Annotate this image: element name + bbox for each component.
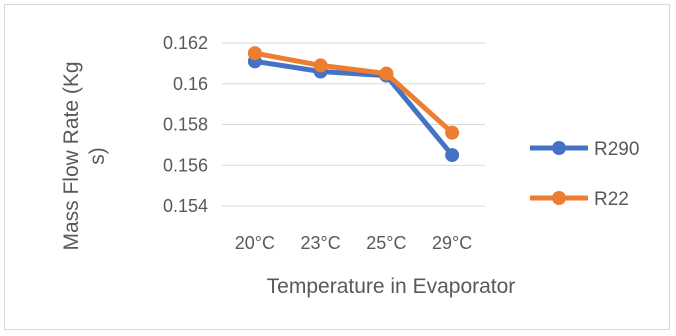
y-axis-title: Mass Flow Rate (Kg s): [60, 61, 109, 250]
y-tick-label: 0.158: [163, 115, 208, 135]
series-r22: [247, 46, 460, 140]
data-point: [379, 66, 394, 81]
legend-swatch-marker: [552, 191, 566, 205]
y-tick-label: 0.156: [163, 155, 208, 175]
y-axis-ticks: 0.154 0.156 0.158 0.16 0.162: [163, 33, 208, 216]
y-tick-label: 0.162: [163, 33, 208, 53]
x-tick-label: 25°C: [366, 233, 406, 253]
legend-item: R290: [530, 139, 639, 160]
gridlines: [222, 42, 485, 207]
legend-label: R290: [594, 139, 639, 160]
legend: R290 R22: [530, 139, 639, 210]
legend-swatch-marker: [552, 141, 566, 155]
y-axis-title-line-1: Mass Flow Rate (Kg: [60, 61, 83, 250]
y-axis-title-line-2: s): [86, 147, 109, 165]
x-tick-label: 29°C: [432, 233, 472, 253]
y-tick-label: 0.16: [173, 74, 208, 94]
data-point: [445, 125, 460, 140]
series-layer: [247, 46, 460, 163]
x-tick-label: 23°C: [301, 233, 341, 253]
x-axis-title: Temperature in Evaporator: [267, 275, 516, 298]
legend-item: R22: [530, 189, 629, 210]
chart-frame: [4, 4, 670, 330]
data-point: [247, 46, 262, 61]
series-line: [252, 50, 455, 136]
x-axis-ticks: 20°C 23°C 25°C 29°C: [235, 233, 472, 253]
legend-label: R22: [594, 189, 629, 210]
data-point: [313, 58, 328, 73]
data-point: [445, 148, 460, 163]
y-tick-label: 0.154: [163, 196, 208, 216]
x-tick-label: 20°C: [235, 233, 275, 253]
series-line: [252, 58, 455, 158]
